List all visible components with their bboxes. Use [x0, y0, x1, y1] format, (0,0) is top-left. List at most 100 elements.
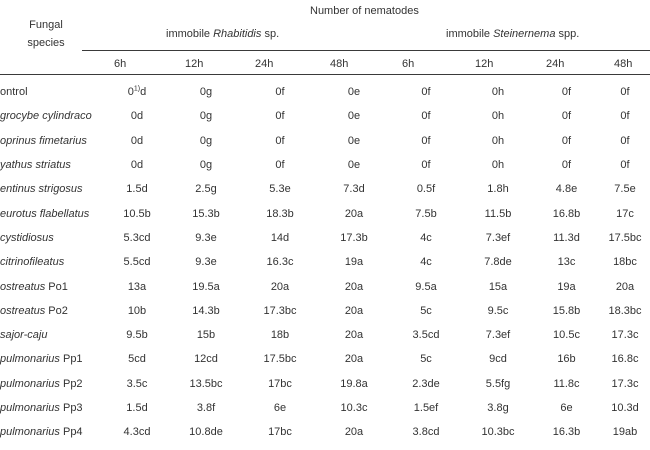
time-header: 24h — [546, 58, 565, 70]
fungal-species-line1: Fungal — [29, 19, 63, 31]
species-name: ontrol — [0, 86, 28, 99]
species-name: pulmonarius — [0, 377, 60, 390]
cell-value: 13.5bc — [189, 377, 223, 390]
value-cell: 0h — [463, 104, 533, 128]
species-cell: sajor-caju — [0, 323, 103, 347]
value-cell: 0f — [389, 104, 463, 128]
value-cell: 10.3d — [600, 396, 650, 420]
data-table: ontrol 01)d 0g 0f 0e 0f 0h 0f 0f grocybe cylindra… — [0, 80, 650, 444]
steinernema-suffix: spp. — [555, 28, 580, 40]
time-header: 6h — [402, 58, 415, 70]
time-header: 12h — [185, 58, 204, 70]
cell-value: 4.8e — [555, 183, 578, 196]
cell-value: 3.8f — [196, 402, 216, 414]
cell-value: 15.8b — [552, 304, 581, 317]
cell-value: 20a — [344, 353, 364, 366]
cell-value: 0e — [347, 159, 361, 172]
cell-value: 0e — [347, 86, 361, 99]
cell-value: 20a — [344, 207, 364, 220]
table-row: pulmonarius Pp1 5cd 12cd 17.5bc 20a 5c 9cd 16b 1… — [0, 347, 650, 371]
value-cell: 0f — [241, 129, 319, 153]
cell-value: 0f — [275, 159, 285, 172]
cell-value: 12cd — [194, 353, 218, 366]
cell-value: 20a — [270, 280, 290, 293]
cell-value: 6e — [560, 402, 573, 414]
value-cell: 0f — [389, 80, 463, 104]
value-cell: 7.3d — [319, 177, 389, 201]
value-cell: 13c — [533, 250, 600, 274]
value-cell: 9.5c — [463, 299, 533, 323]
species-cell: pulmonarius Pp1 — [0, 347, 103, 371]
species-name: pulmonarius — [0, 353, 60, 366]
cell-value: 10.3d — [611, 402, 639, 414]
value-cell: 0f — [533, 104, 600, 128]
value-cell: 7.5b — [389, 201, 463, 225]
cell-value: 13c — [557, 256, 576, 269]
value-cell: 17.3c — [600, 372, 650, 396]
cell-value: 7.8de — [484, 256, 512, 269]
value-cell: 19.5a — [171, 274, 241, 298]
value-cell: 0f — [600, 80, 650, 104]
value-cell: 01)d — [103, 80, 171, 104]
value-cell: 12cd — [171, 347, 241, 371]
value-cell: 5c — [389, 299, 463, 323]
header-rule-top — [82, 50, 650, 51]
cell-value: 7.3ef — [485, 329, 511, 342]
species-name: yathus striatus — [0, 159, 71, 172]
value-cell: 10.5b — [103, 201, 171, 225]
cell-value: 10b — [127, 304, 147, 317]
cell-value: 15.3b — [192, 207, 220, 220]
value-cell: 20a — [319, 323, 389, 347]
value-cell: 9.5a — [389, 274, 463, 298]
cell-value: 17.3c — [611, 377, 639, 390]
cell-value: 7.5e — [614, 183, 636, 196]
cell-value: 16.8c — [611, 353, 639, 366]
cell-value: 2.3de — [412, 377, 440, 390]
value-cell: 0e — [319, 129, 389, 153]
value-cell: 20a — [319, 274, 389, 298]
value-cell: 15a — [463, 274, 533, 298]
cell-value: 16.3b — [552, 426, 581, 439]
cell-value: 0g — [199, 86, 213, 99]
value-cell: 9.3e — [171, 226, 241, 250]
table-row: sajor-caju 9.5b 15b 18b 20a 3.5cd 7.3ef 10.5c 17… — [0, 323, 650, 347]
cell-value: 9cd — [489, 353, 507, 366]
value-cell: 4.8e — [533, 177, 600, 201]
species-cell: grocybe cylindraco — [0, 104, 103, 128]
value-cell: 17c — [600, 201, 650, 225]
rhabditis-prefix: immobile — [166, 28, 214, 40]
cell-value: 0f — [561, 110, 572, 123]
cell-value: 16.8b — [552, 207, 581, 220]
value-cell: 0f — [389, 153, 463, 177]
value-cell: 19a — [319, 250, 389, 274]
value-cell: 5.5fg — [463, 372, 533, 396]
cell-value: 0d — [130, 134, 144, 147]
value-cell: 9cd — [463, 347, 533, 371]
species-cell: ostreatus Po1 — [0, 274, 103, 298]
cell-value: 14d — [270, 231, 290, 244]
footnote-marker: 1) — [133, 85, 141, 93]
cell-value: 10.5c — [553, 329, 580, 342]
value-cell: 0f — [389, 129, 463, 153]
cell-value: 10.3c — [340, 402, 368, 414]
value-cell: 20a — [241, 274, 319, 298]
table-row: eurotus flabellatus 10.5b 15.3b 18.3b 20a 7.5… — [0, 201, 650, 225]
species-cell: oprinus fimetarius — [0, 129, 103, 153]
cell-value: 0f — [620, 86, 630, 99]
cell-value: 7.3d — [343, 183, 365, 196]
species-cell: eurotus flabellatus — [0, 201, 103, 225]
significance-letter: d — [140, 86, 147, 99]
cell-value: 11.5b — [484, 207, 512, 220]
table-row: cystidiosus 5.3cd 9.3e 14d 17.3b 4c 7.3ef 11.3d… — [0, 226, 650, 250]
cell-value: 0e — [347, 134, 361, 147]
value-cell: 0.5f — [389, 177, 463, 201]
table-row: entinus strigosus 1.5d 2.5g 5.3e 7.3d 0.5f 1.8… — [0, 177, 650, 201]
value-cell: 17.3c — [600, 323, 650, 347]
species-name: ostreatus — [0, 304, 46, 317]
value-cell: 13a — [103, 274, 171, 298]
value-cell: 0f — [241, 104, 319, 128]
cell-value: 11.3d — [553, 231, 580, 244]
cell-value: 0f — [421, 159, 431, 172]
value-cell: 20a — [600, 274, 650, 298]
cell-value: 0h — [491, 110, 505, 123]
